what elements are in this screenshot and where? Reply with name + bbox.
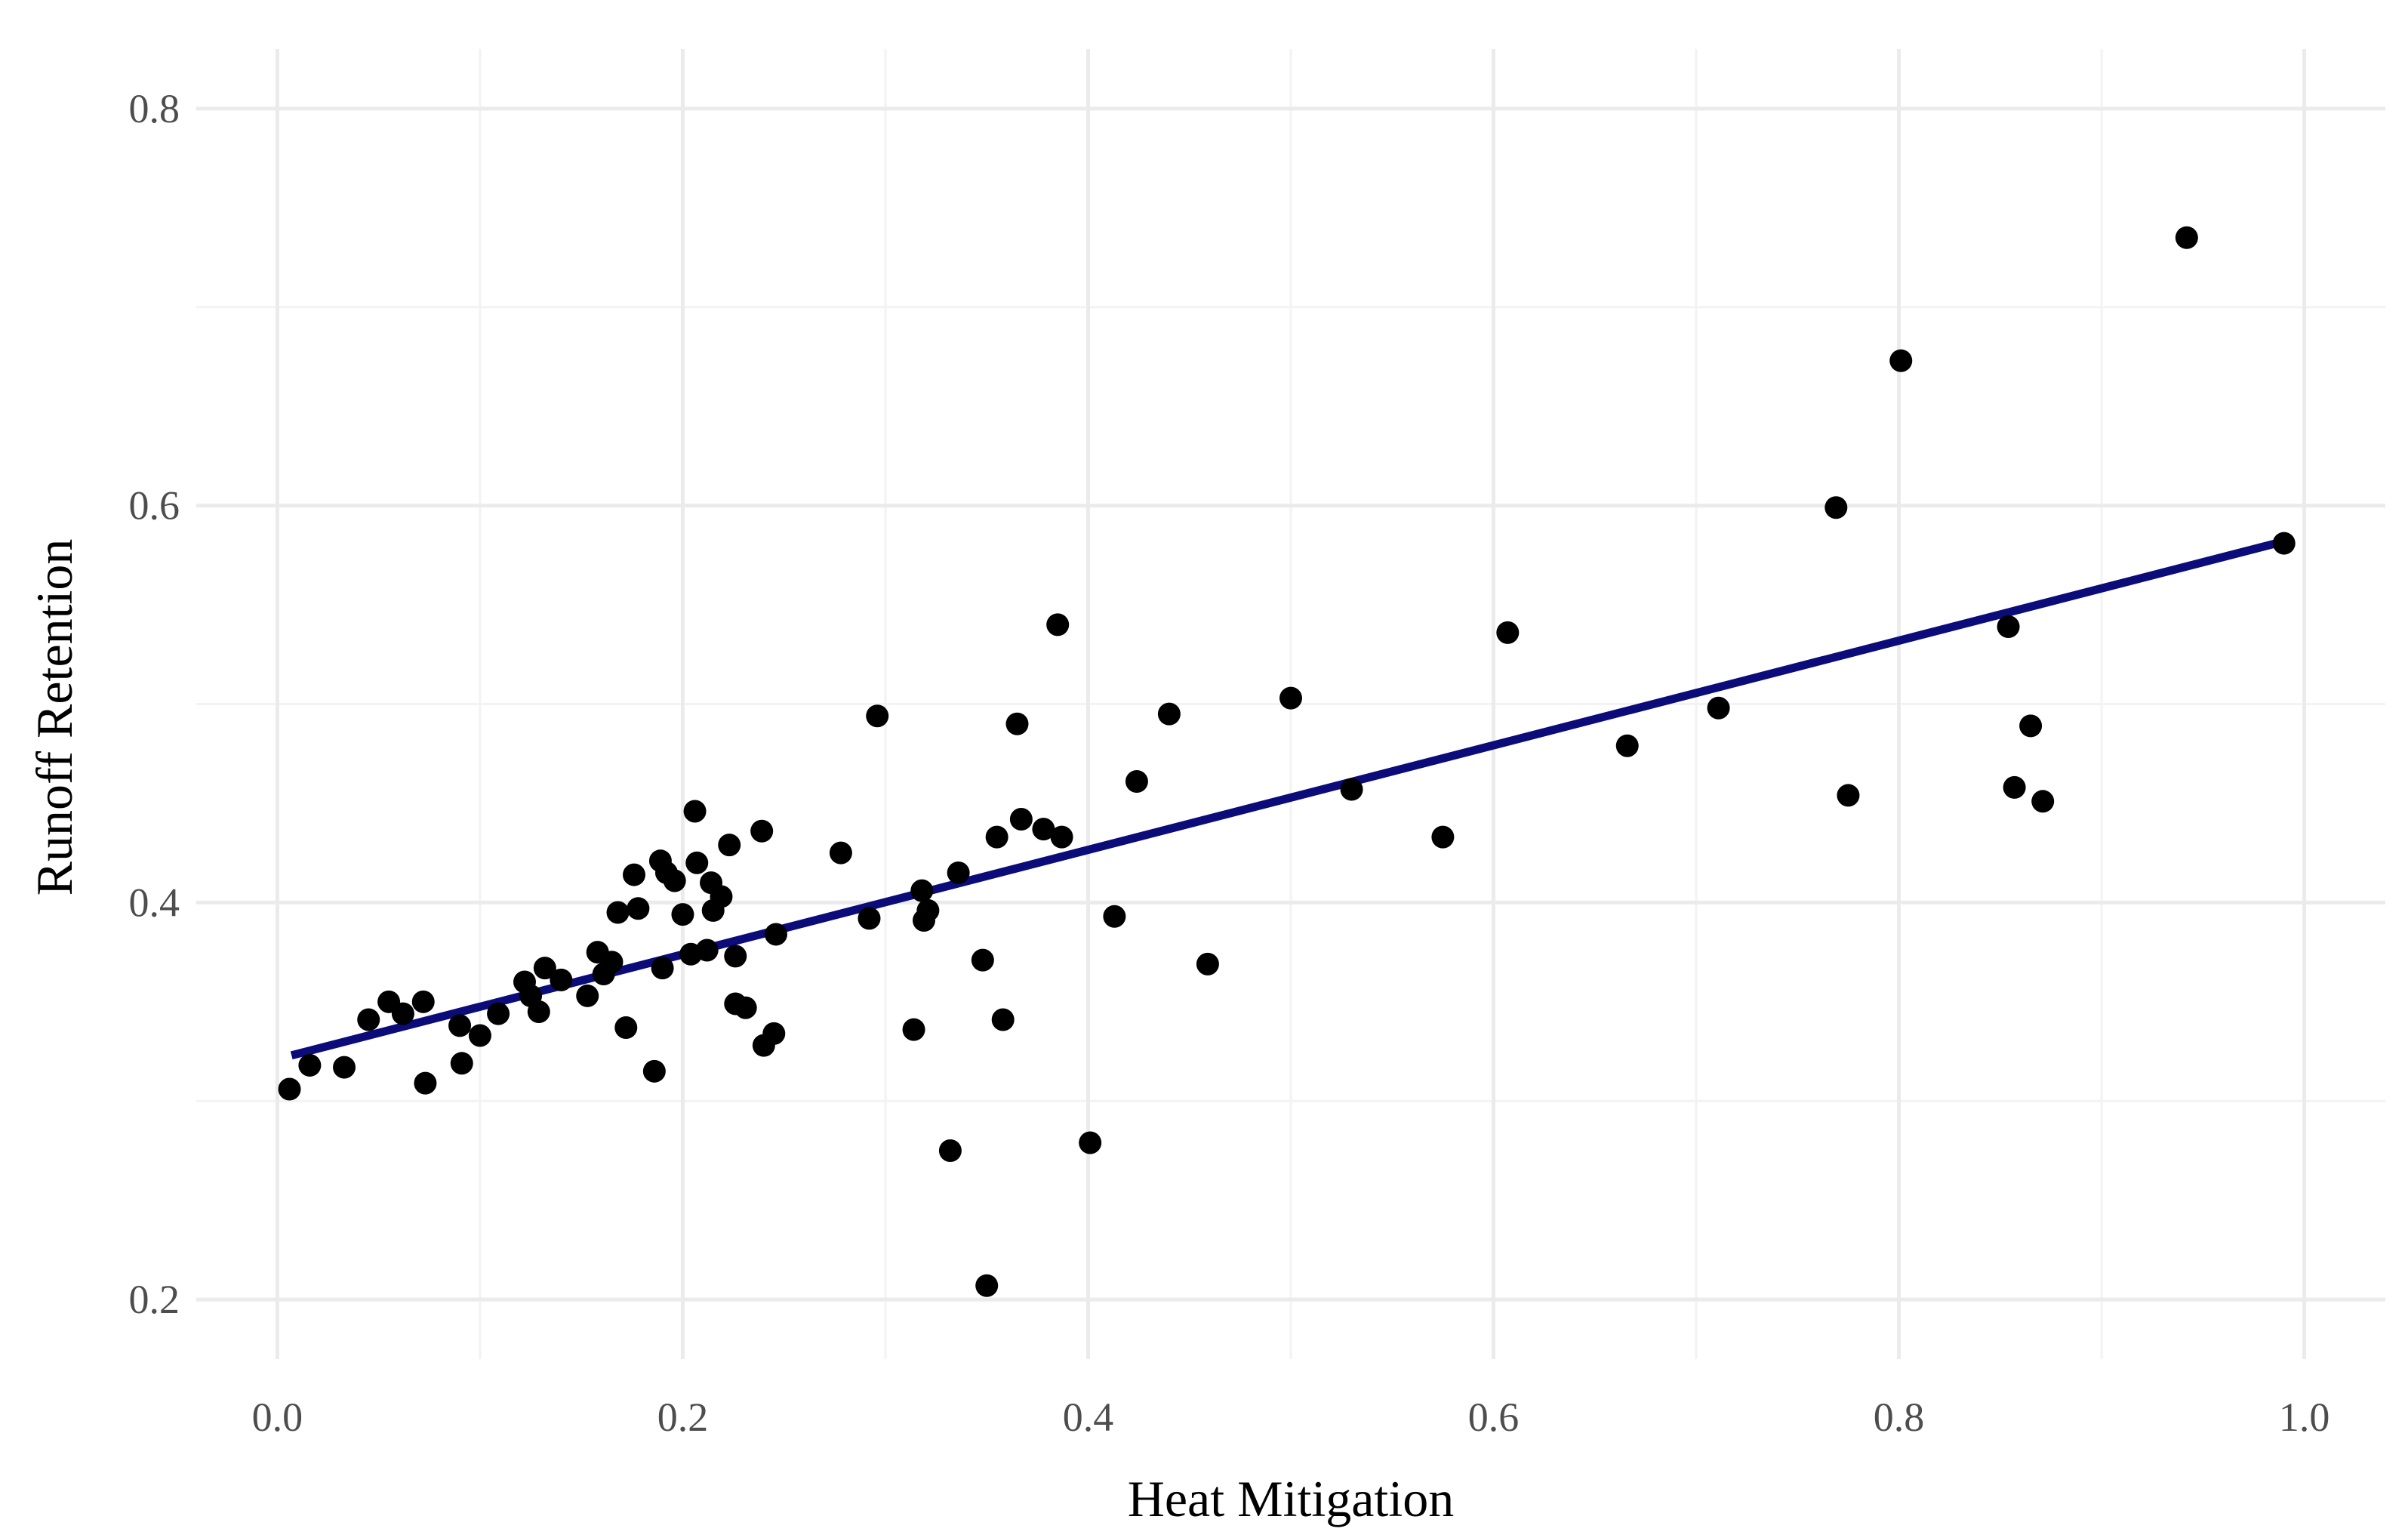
data-point [991,1008,1015,1031]
y-axis-tick-labels: 0.2 0.4 0.6 0.8 [129,86,180,1322]
data-point [614,1016,638,1039]
data-point [606,901,630,924]
data-points [278,226,2296,1297]
data-point [985,825,1008,849]
data-point [1997,615,2020,638]
data-point [762,1022,786,1045]
major-gridlines [196,49,2385,1359]
data-point [734,996,757,1019]
x-axis-title: Heat Mitigation [1128,1470,1454,1527]
data-point [2031,790,2055,813]
y-tick-label: 0.2 [129,1277,180,1322]
data-point [663,869,686,892]
regression-line [290,537,2286,1060]
data-point [683,800,707,823]
y-axis-title: Runoff Retention [26,539,83,896]
data-point [1431,825,1455,849]
data-point [1889,349,1913,372]
x-axis-tick-labels: 0.0 0.2 0.4 0.6 0.8 1.0 [252,1395,2330,1440]
x-tick-label: 1.0 [2279,1395,2330,1440]
data-point [902,1018,925,1041]
data-point [1125,770,1148,794]
data-point [1340,778,1363,801]
data-point [671,903,694,926]
data-point [1009,807,1033,831]
data-point [627,897,650,920]
y-tick-label: 0.4 [129,880,180,925]
x-tick-label: 0.2 [657,1395,709,1440]
data-point [947,861,970,884]
data-point [2272,532,2296,555]
data-point [724,945,747,968]
x-tick-label: 0.6 [1468,1395,1520,1440]
data-point [695,939,719,962]
data-point [764,923,787,946]
data-point [550,968,573,991]
data-point [651,957,674,980]
data-point [1103,905,1126,928]
data-point [600,951,624,974]
data-point [623,863,645,886]
data-point [710,885,733,908]
data-point [750,819,774,843]
data-point [1496,621,1520,644]
data-point [971,948,994,972]
data-point [2019,714,2043,738]
data-point [975,1274,999,1297]
data-point [685,851,709,874]
data-point [333,1056,356,1079]
data-point [718,834,741,857]
trend-line-layer [290,537,2286,1060]
data-point [527,1000,550,1023]
data-point [1050,825,1073,849]
data-point [829,841,852,865]
data-point [414,1071,437,1095]
data-point [1837,784,1860,807]
data-point [1196,952,1219,976]
data-point [298,1053,322,1077]
data-point [910,879,934,902]
data-point [916,898,940,922]
data-point [1046,613,1070,636]
data-point [1032,818,1055,841]
data-point [576,984,599,1007]
data-point [357,1008,380,1031]
data-point [1824,496,1848,519]
data-point [1079,1131,1102,1154]
data-point [468,1024,491,1047]
data-point [450,1052,473,1075]
data-point [938,1139,962,1162]
data-point [858,907,881,930]
data-point [411,990,435,1013]
data-point [2003,775,2026,799]
x-tick-label: 0.8 [1874,1395,1925,1440]
data-point [391,1002,414,1025]
x-tick-label: 0.4 [1063,1395,1114,1440]
y-tick-label: 0.6 [129,483,180,529]
data-point [487,1002,510,1025]
data-point [533,957,556,980]
data-point [1707,696,1730,720]
data-point [1279,686,1302,710]
data-point [448,1014,472,1037]
x-tick-label: 0.0 [252,1395,303,1440]
data-point [2175,226,2198,249]
data-point [642,1059,666,1083]
data-point [1005,712,1029,735]
y-tick-label: 0.8 [129,86,180,131]
data-point [1157,702,1181,726]
data-point [866,704,889,728]
data-point [278,1077,301,1101]
data-point [1615,734,1639,757]
